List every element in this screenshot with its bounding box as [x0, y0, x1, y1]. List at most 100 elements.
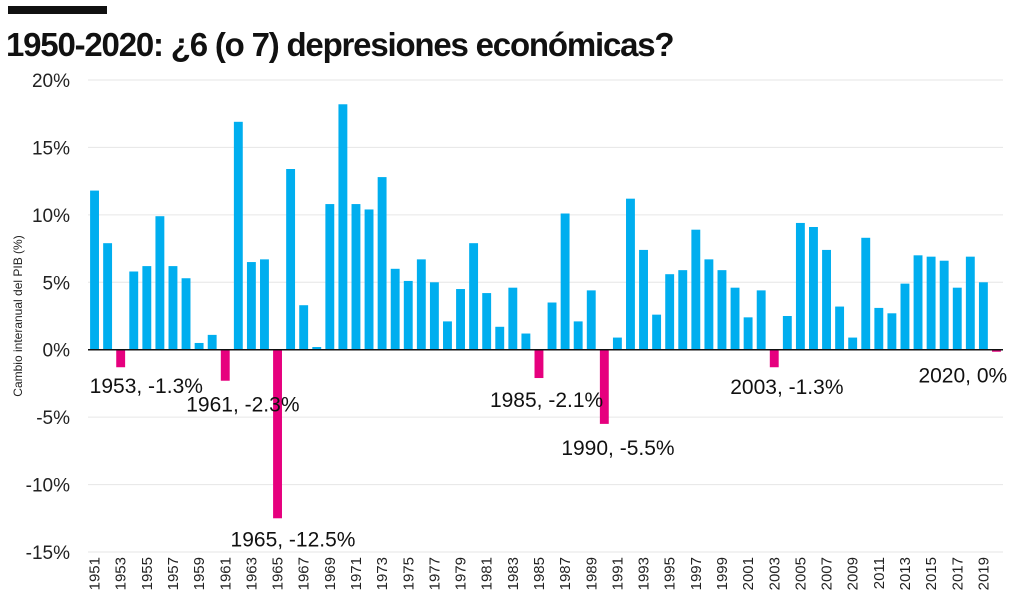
bar-2012: [887, 313, 897, 350]
bar-1955: [142, 266, 152, 350]
x-tick-label: 1981: [479, 557, 496, 590]
bar-1979: [456, 289, 465, 350]
y-axis-label: Cambio interanual del PIB (%): [11, 235, 25, 396]
bar-1997: [691, 229, 701, 350]
y-tick-label: -5%: [36, 408, 70, 429]
x-tick-label: 1963: [243, 557, 260, 590]
bar-1965: [273, 349, 282, 519]
bar-2011: [874, 307, 884, 350]
bar-1954: [129, 271, 139, 350]
bar-1970: [338, 104, 348, 350]
bar-2001: [743, 317, 753, 350]
bar-1962: [233, 121, 243, 350]
title-accent-bar: [8, 6, 107, 14]
bar-1969: [325, 204, 335, 350]
x-tick-label: 2007: [819, 557, 836, 590]
bar-1991: [612, 337, 622, 350]
x-tick-label: 1959: [191, 557, 208, 590]
y-tick-label: -15%: [26, 543, 70, 564]
x-tick-label: 1953: [113, 557, 130, 590]
bar-2002: [756, 290, 766, 350]
x-tick-label: 1965: [270, 557, 287, 590]
bar-2020: [992, 349, 1001, 352]
y-tick-label: 15%: [32, 138, 70, 159]
bar-2007: [822, 249, 831, 350]
bar-2003: [769, 349, 779, 368]
bar-1961: [220, 349, 230, 381]
bar-1959: [194, 342, 204, 350]
x-tick-label: 2005: [792, 557, 809, 590]
bar-2019: [978, 282, 988, 350]
bar-2000: [730, 287, 740, 350]
annotation-1961: 1961, -2.3%: [186, 394, 299, 417]
bar-2008: [835, 306, 845, 350]
x-tick-label: 1999: [714, 557, 731, 590]
annotation-2003: 2003, -1.3%: [730, 376, 843, 399]
bar-1960: [207, 334, 217, 350]
bar-2017: [952, 287, 962, 350]
x-tick-label: 1989: [583, 557, 600, 590]
bar-1998: [704, 259, 714, 350]
x-tick-label: 2003: [766, 557, 783, 590]
x-tick-label: 1967: [296, 557, 313, 590]
bar-1966: [286, 169, 296, 350]
x-tick-label: 1973: [374, 557, 391, 590]
bar-1964: [260, 259, 269, 350]
x-tick-label: 1985: [531, 557, 548, 590]
x-tick-label: 2019: [975, 557, 992, 590]
x-tick-label: 2013: [897, 557, 914, 590]
bar-2015: [926, 256, 936, 350]
bar-2014: [913, 255, 923, 350]
bar-2005: [795, 222, 805, 350]
bar-1971: [351, 204, 361, 350]
x-tick-label: 1955: [139, 557, 156, 590]
y-tick-label: 0%: [43, 341, 71, 362]
x-tick-label: 2001: [740, 557, 757, 590]
bar-1990: [599, 349, 609, 424]
bar-1999: [717, 270, 727, 350]
bar-1982: [495, 326, 505, 350]
bar-1952: [103, 243, 113, 350]
y-tick-label: 20%: [32, 71, 70, 92]
bar-1985: [534, 349, 544, 379]
bar-1983: [508, 287, 518, 350]
bar-2016: [939, 260, 949, 350]
bar-1973: [377, 177, 387, 350]
y-tick-label: 10%: [32, 206, 70, 227]
x-tick-label: 2011: [871, 557, 888, 589]
bar-1972: [364, 209, 374, 350]
x-tick-label: 2015: [923, 557, 940, 590]
bar-1977: [429, 282, 439, 350]
bar-1988: [573, 321, 583, 350]
bar-1992: [626, 198, 635, 350]
bar-1968: [312, 347, 322, 350]
bar-1967: [299, 305, 309, 350]
chart-title: 1950-2020: ¿6 (o 7) depresiones económic…: [6, 26, 675, 63]
bar-1996: [678, 270, 688, 350]
x-tick-label: 1995: [662, 557, 679, 590]
x-tick-label: 1975: [400, 557, 417, 590]
x-tick-label: 1993: [636, 557, 653, 590]
x-tick-label: 1987: [557, 557, 574, 590]
bar-1975: [403, 280, 413, 350]
bar-1956: [155, 216, 165, 350]
x-tick-label: 1977: [426, 557, 443, 590]
bar-1987: [560, 213, 570, 350]
bar-2013: [900, 283, 910, 350]
y-tick-label: -10%: [26, 476, 70, 497]
x-tick-label: 1997: [688, 557, 705, 590]
x-tick-label: 1957: [165, 557, 182, 590]
annotation-1990: 1990, -5.5%: [561, 437, 674, 460]
bar-1978: [443, 321, 452, 350]
x-tick-label: 1971: [348, 557, 365, 590]
annotation-1985: 1985, -2.1%: [490, 389, 603, 412]
bar-2006: [809, 226, 818, 350]
bar-2009: [848, 337, 858, 350]
annotation-1953: 1953, -1.3%: [90, 375, 203, 398]
bar-1958: [181, 278, 191, 350]
x-tick-label: 1961: [217, 557, 234, 590]
x-tick-label: 2009: [845, 557, 862, 590]
annotation-1965: 1965, -12.5%: [231, 528, 356, 551]
bar-1974: [390, 268, 400, 350]
